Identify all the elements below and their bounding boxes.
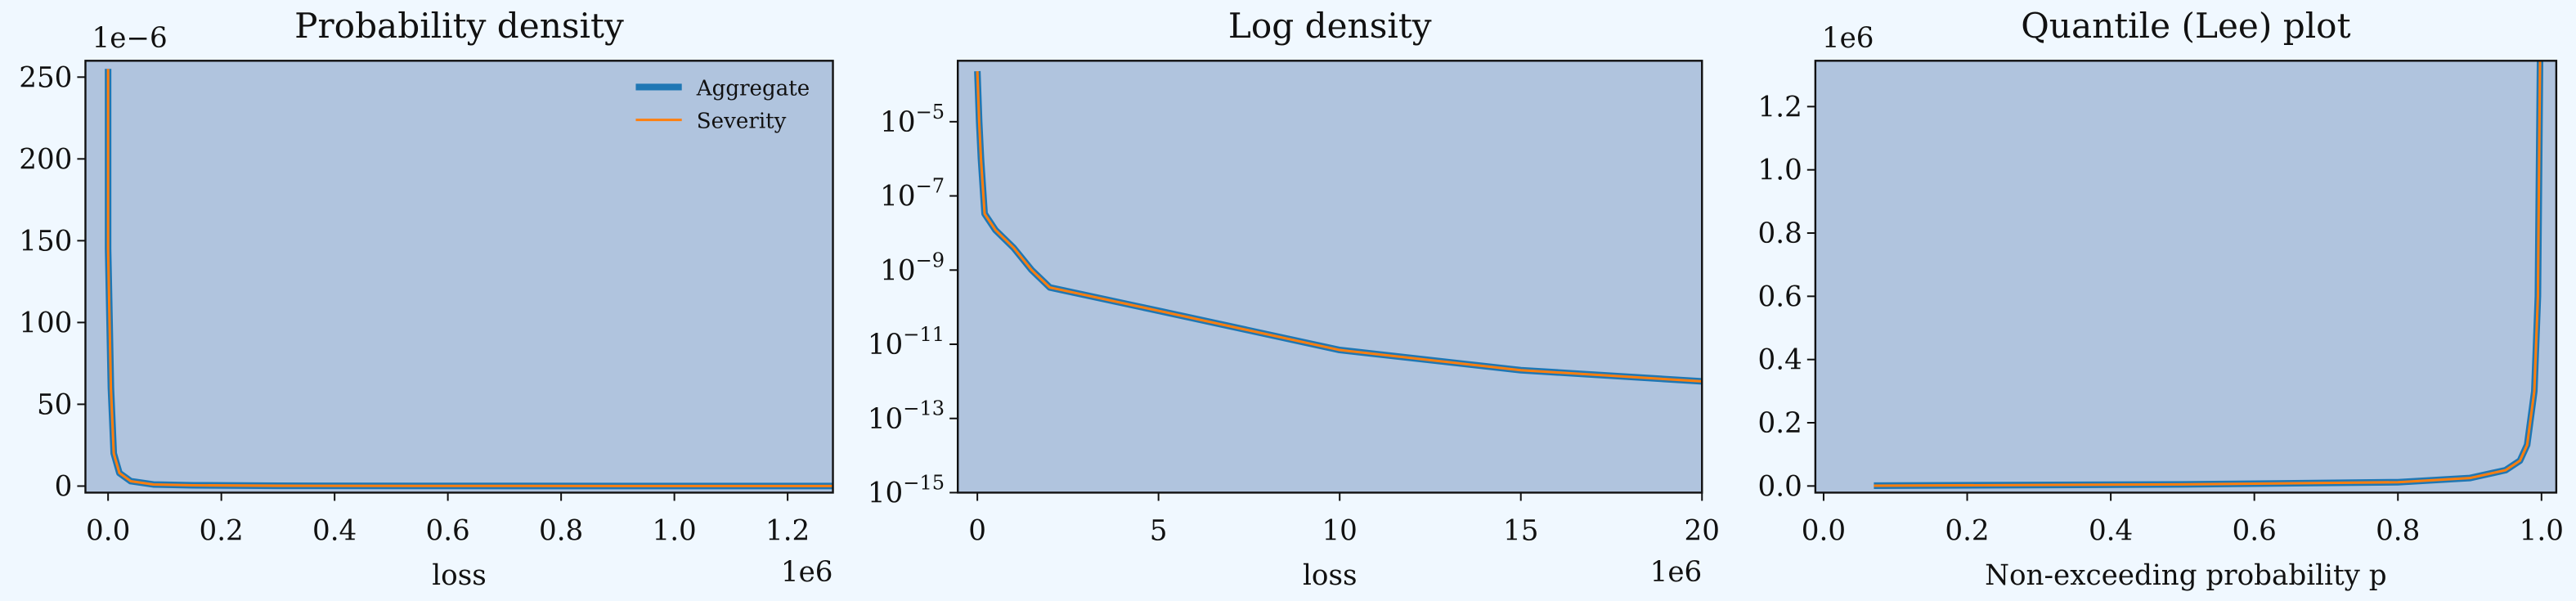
series-line [106,69,833,487]
y-tick-label: 0 [55,471,73,504]
x-axis-label: loss [432,559,486,592]
axes-frame [84,60,834,494]
x-tick-label: 10 [1322,515,1357,548]
x-tick-label: 15 [1503,515,1538,548]
y-tick-label: 250 [19,61,72,94]
x-tick-label: 0.8 [539,515,583,548]
x-offset: 1e6 [781,556,833,589]
y-tick-label: 0.8 [1758,218,1802,250]
y-tick-label: 1.0 [1758,155,1802,187]
y-tick-label: 100 [19,307,72,339]
x-tick-label: 5 [1150,515,1168,548]
y-tick-label: 150 [19,225,72,258]
y-tick-label: 10−9 [880,249,945,287]
y-tick-label: 0.2 [1758,407,1802,440]
x-tick-label: 0.4 [2089,515,2133,548]
chart-title: Probability density [294,6,624,46]
plot-area [85,61,833,493]
x-offset: 1e6 [1650,556,1703,589]
y-offset: 1e−6 [92,22,168,55]
chart: Log density loss 1e6 0 5 10 15 20 10−5 10−7 10−9 10… [868,6,1720,592]
y-tick-label: 200 [19,143,72,176]
chart-title: Log density [1228,6,1432,46]
x-tick-label: 20 [1685,515,1720,548]
x-tick-label: 1.2 [765,515,810,548]
y-tick-label: 1.2 [1758,91,1802,123]
y-tick-label: 0.4 [1758,344,1802,377]
y-tick-label: 50 [37,388,72,421]
x-tick-label: 0.0 [86,515,130,548]
series-line [976,71,1703,383]
legend-label: Aggregate [696,76,810,101]
x-axis-label: Non-exceeding probability p [1985,559,2387,592]
y-tick-label: 0.6 [1758,280,1802,313]
x-tick-label: 0.2 [1945,515,1989,548]
axes-frame [957,60,1703,494]
y-tick-label: 10−13 [868,397,945,436]
y-offset: 1e6 [1822,22,1874,55]
x-tick-label: 1.0 [2520,515,2564,548]
chart: Probability density loss 1e6 1e−6 0.0 0.2 0.4 0… [19,6,834,592]
x-tick-label: 0.0 [1802,515,1846,548]
plot-area [1815,61,2556,493]
x-tick-label: 0 [968,515,986,548]
chart: Quantile (Lee) plot Non-exceeding probabi… [1758,6,2564,592]
x-tick-label: 0.4 [312,515,357,548]
y-tick-label: 10−7 [880,175,945,213]
series-line [1874,61,2542,487]
x-tick-label: 0.6 [426,515,470,548]
x-tick-label: 0.2 [200,515,244,548]
x-tick-label: 0.8 [2376,515,2420,548]
axes-frame [1814,60,2558,494]
y-tick-label: 10−5 [880,101,945,139]
y-tick-label: 10−11 [868,323,945,361]
plot-area [958,61,1703,493]
x-tick-label: 0.6 [2233,515,2277,548]
x-axis-label: loss [1303,559,1357,592]
x-tick-label: 1.0 [652,515,696,548]
chart-title: Quantile (Lee) plot [2021,6,2350,46]
y-tick-label: 0.0 [1758,470,1802,503]
legend-label: Severity [697,110,787,134]
y-tick-label: 10−15 [868,471,945,509]
